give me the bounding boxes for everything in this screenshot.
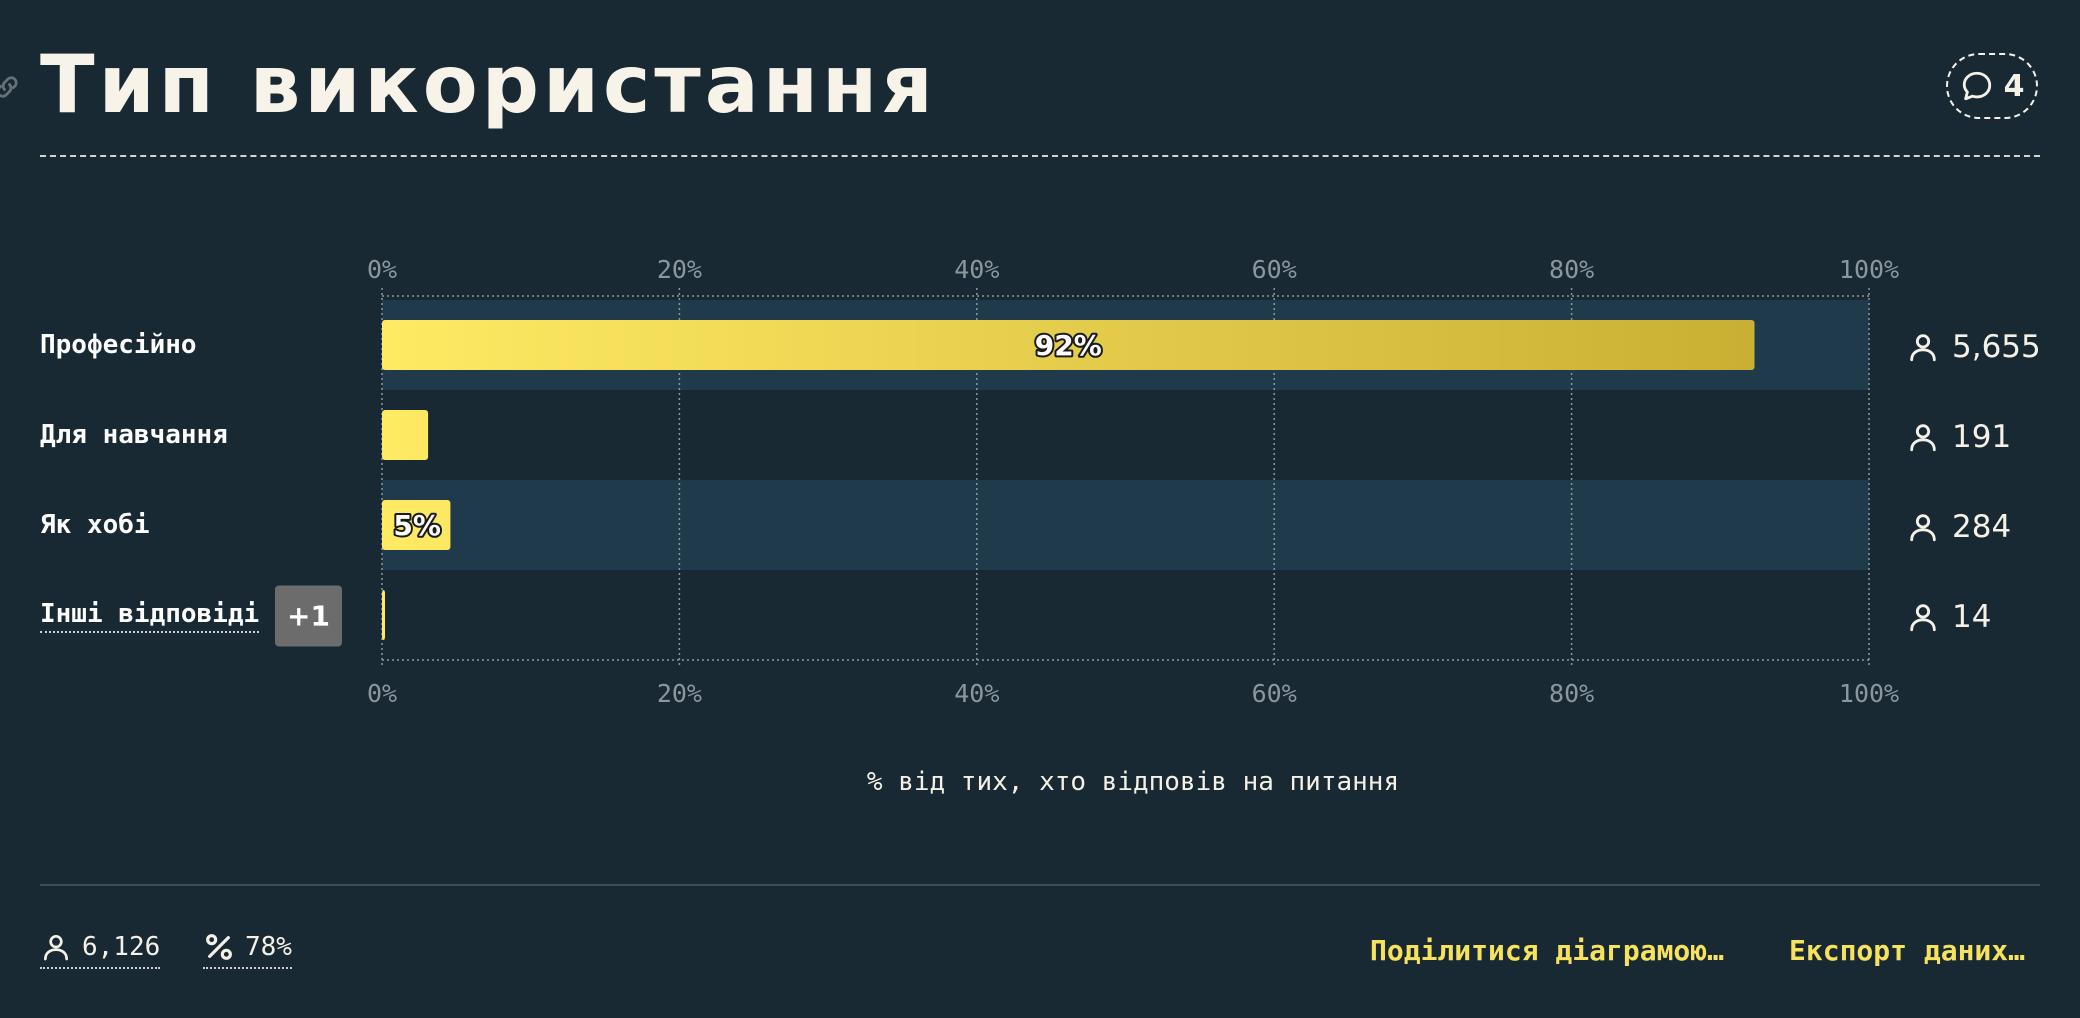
x-tick-label-bottom: 100% — [1839, 679, 1899, 708]
person-icon — [1910, 514, 1936, 542]
bar[interactable] — [382, 500, 451, 550]
respondents-total[interactable]: 6,126 — [40, 931, 161, 969]
response-rate-value: 78% — [245, 932, 292, 962]
respondent-count-value: 191 — [1952, 419, 2012, 455]
link-icon[interactable] — [0, 72, 22, 102]
x-tick-label-bottom: 60% — [1252, 679, 1297, 708]
person-icon — [1910, 424, 1936, 452]
x-tick-label-top: 40% — [954, 255, 999, 284]
respondent-count-value: 284 — [1952, 509, 2012, 545]
x-tick-label-bottom: 0% — [367, 679, 397, 708]
axis-caption: % від тих, хто відповів на питання — [866, 767, 1400, 797]
footer-divider — [40, 884, 2040, 886]
respondent-count: 284 — [1906, 509, 2011, 545]
respondents-total-value: 6,126 — [82, 932, 161, 962]
x-tick-label-top: 60% — [1252, 255, 1297, 284]
x-tick-label-top: 20% — [657, 255, 702, 284]
percent-icon — [206, 934, 232, 960]
x-tick-label-top: 0% — [367, 255, 397, 284]
person-icon — [1910, 604, 1936, 632]
x-tick-label-bottom: 20% — [657, 679, 702, 708]
bar[interactable] — [382, 320, 1755, 370]
bar[interactable] — [382, 410, 429, 460]
respondent-count-value: 5,655 — [1952, 329, 2041, 365]
export-data-link[interactable]: Експорт даних… — [1789, 934, 2026, 967]
comment-count: 4 — [2003, 68, 2025, 104]
respondent-count: 191 — [1906, 419, 2011, 455]
row-band — [382, 480, 1869, 570]
person-icon — [44, 935, 68, 961]
comments-button[interactable]: 4 — [1946, 53, 2038, 119]
response-rate[interactable]: 78% — [203, 931, 292, 969]
bar-value-label: 92% — [1035, 329, 1102, 362]
comment-icon — [1962, 71, 1991, 101]
category-label: Професійно — [40, 330, 197, 360]
respondent-count: 14 — [1906, 599, 1991, 635]
x-tick-label-bottom: 40% — [954, 679, 999, 708]
respondent-count: 5,655 — [1906, 329, 2041, 365]
more-responses-badge[interactable]: +1 — [275, 585, 342, 647]
x-tick-label-top: 80% — [1549, 255, 1594, 284]
share-chart-link[interactable]: Поділитися діаграмою… — [1370, 934, 1725, 967]
bar-chart: 92% 5% 0% 0% 20% 20% 40% 40% 60% 60% 80% 80% 100% 10… — [367, 255, 1899, 708]
category-label: Для навчання — [40, 420, 228, 450]
bar-value-label: 5% — [393, 509, 441, 542]
bar[interactable] — [382, 590, 385, 640]
title-divider — [40, 155, 2040, 157]
x-tick-label-bottom: 80% — [1549, 679, 1594, 708]
respondent-count-value: 14 — [1952, 599, 1992, 635]
person-icon — [1910, 334, 1936, 362]
page-title: Тип використання — [40, 38, 937, 131]
category-label: Як хобі — [40, 510, 150, 540]
category-label[interactable]: Інші відповіді — [40, 597, 260, 633]
x-tick-label-top: 100% — [1839, 255, 1899, 284]
